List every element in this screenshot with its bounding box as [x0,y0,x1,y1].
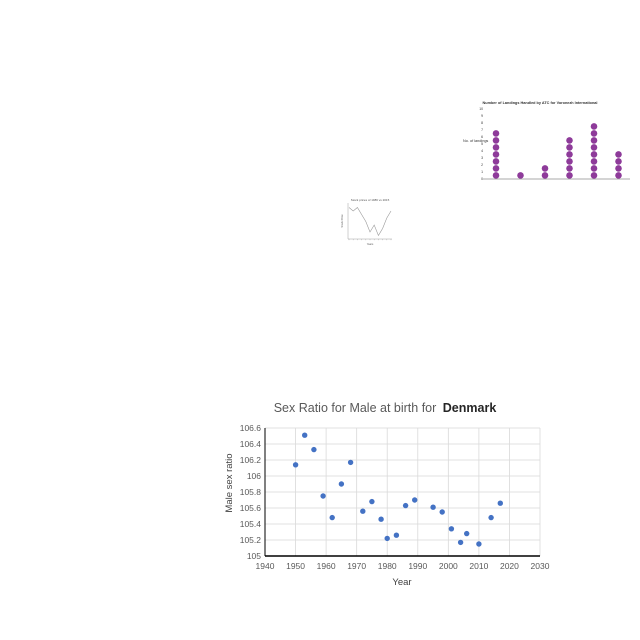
sex-ratio-point [457,539,464,546]
sex-ratio-x-tick-label: 1940 [256,561,275,571]
landings-dot [492,172,500,179]
stock-chart-svg: Stock prices of 1986 vs 2015 Stock Price… [340,198,392,246]
landings-y-tick-label: 4 [481,149,483,153]
sex-ratio-point [412,497,418,503]
landings-dot [590,158,598,165]
landings-dot [590,123,598,130]
sex-ratio-x-tick-label: 2000 [439,561,458,571]
sex-ratio-ylabel: Male sex ratio [224,453,235,512]
sex-ratio-chart-svg: Sex Ratio for Male at birth for Denmark … [224,401,550,588]
landings-chart: Number of Landings Handled by ATC for Vo… [456,96,636,194]
sex-ratio-x-tick-label: 2020 [500,561,519,571]
sex-ratio-point [311,446,317,453]
landings-dot [566,172,573,179]
landings-dot [566,137,573,144]
landings-dot [517,172,524,179]
landings-dot [590,165,598,172]
sex-ratio-y-tick-label: 105.4 [240,519,262,529]
sex-ratio-point [378,516,384,522]
sex-ratio-point [476,541,482,547]
landings-y-tick-label: 7 [481,128,483,132]
landings-dot [492,137,500,144]
landings-ylabel: No. of landings [463,139,488,143]
landings-dot [615,165,622,172]
stock-title: Stock prices of 1986 vs 2015 [351,198,390,202]
sex-ratio-point [488,514,494,521]
sex-ratio-title-country: Denmark [443,401,497,415]
landings-dot [590,144,598,151]
landings-y-tick-label: 3 [481,156,483,160]
sex-ratio-x-tick-label: 2010 [469,561,488,571]
sex-ratio-y-tick-label: 105.6 [240,503,262,513]
sex-ratio-x-tick-label: 1990 [408,561,427,571]
sex-ratio-x-tick-label: 1980 [378,561,397,571]
sex-ratio-point [292,462,299,468]
stock-series-line [348,207,392,237]
landings-y-tick-label: 8 [481,121,483,125]
sex-ratio-point [360,508,366,514]
landings-y-tick-label: 10 [479,107,483,111]
sex-ratio-x-tick-label: 1950 [286,561,305,571]
sex-ratio-point [338,481,345,487]
stock-chart: Stock prices of 1986 vs 2015 Stock Price… [335,195,395,247]
landings-title: Number of Landings Handled by ATC for Vo… [483,101,598,105]
landings-y-tick-label: 6 [481,135,483,139]
landings-dot [590,172,598,179]
landings-dot [492,158,500,165]
landings-y-tick-label: 9 [481,114,483,118]
landings-dot [615,158,622,165]
sex-ratio-title-prefix: Sex Ratio for Male at birth for [274,401,437,415]
landings-dot [566,165,573,172]
sex-ratio-y-tick-label: 106 [247,471,261,481]
landings-dot [566,158,573,165]
sex-ratio-chart: Sex Ratio for Male at birth for Denmark … [220,395,560,595]
sex-ratio-point [320,493,326,499]
sex-ratio-y-tick-label: 105 [247,551,261,561]
landings-dot [492,144,500,151]
stock-xlabel: Years [367,242,374,246]
sex-ratio-point [384,535,390,542]
landings-y-tick-label: 1 [481,170,483,174]
landings-dot [615,172,622,179]
sex-ratio-x-tick-label: 1960 [317,561,336,571]
sex-ratio-y-tick-label: 105.2 [240,535,262,545]
sex-ratio-y-tick-label: 106.6 [240,423,262,433]
sex-ratio-x-tick-label: 2030 [531,561,550,571]
landings-y-tick-label: 0 [481,177,483,181]
landings-dot [492,130,500,137]
sex-ratio-point [448,526,455,532]
landings-dot [566,151,573,158]
landings-dot [492,165,500,172]
sex-ratio-point [464,530,470,537]
landings-y-tick-label: 2 [481,163,483,167]
sex-ratio-y-tick-label: 106.2 [240,455,262,465]
sex-ratio-point [430,504,436,510]
sex-ratio-title: Sex Ratio for Male at birth for Denmark [274,401,497,415]
landings-dot [566,144,573,151]
sex-ratio-y-tick-label: 106.4 [240,439,262,449]
sex-ratio-point [439,509,445,515]
sex-ratio-x-tick-label: 1970 [347,561,366,571]
sex-ratio-point [369,498,375,505]
sex-ratio-point [402,502,409,509]
stock-ylabel: Stock Price [340,214,344,228]
landings-chart-svg: Number of Landings Handled by ATC for Vo… [463,101,630,194]
sex-ratio-point [329,514,335,521]
sex-ratio-point [302,432,308,438]
sex-ratio-xlabel: Year [392,577,411,588]
sex-ratio-point [393,532,400,538]
landings-dot [590,137,598,144]
landings-dot [492,151,500,158]
landings-dot [541,165,549,172]
landings-y-tick-label: 5 [481,142,483,146]
landings-dot [590,151,598,158]
sex-ratio-point [497,500,503,506]
sex-ratio-y-tick-label: 105.8 [240,487,262,497]
sex-ratio-point [347,459,354,466]
landings-dot [615,151,622,158]
landings-dot [541,172,549,179]
landings-dot [590,130,598,137]
